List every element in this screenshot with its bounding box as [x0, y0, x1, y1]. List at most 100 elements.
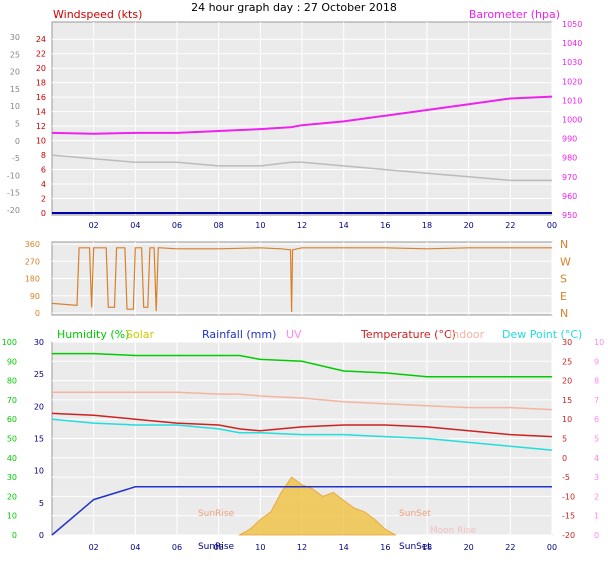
panel3-temp-tick: 30 [562, 338, 572, 347]
panel2-deg-tick: 180 [25, 275, 40, 284]
panel3-humidity-tick: 10 [7, 512, 17, 521]
panel3-temp-tick: 5 [562, 435, 567, 444]
panel2-deg-tick: 0 [35, 309, 40, 318]
panel3-uv-tick: 2 [594, 492, 599, 501]
panel1-x-tick: 08 [214, 221, 224, 230]
panel3-temp-tick: 10 [562, 415, 572, 424]
panel1-kts-tick: 4 [41, 180, 46, 189]
panel3-x-tick: 14 [339, 543, 349, 552]
panel3-uv-tick: 4 [594, 454, 599, 463]
panel1-x-tick: 04 [130, 221, 140, 230]
panel1-x-tick: 14 [339, 221, 349, 230]
panel3-x-tick: 10 [255, 543, 265, 552]
panel3-humidity-tick: 50 [7, 435, 17, 444]
panel3-uv-tick: 3 [594, 473, 599, 482]
panel3-annotation: SunSet [399, 509, 431, 519]
panel1-outer-tick: 0 [15, 137, 20, 146]
wind-direction-line [51, 247, 552, 313]
panel2-deg-tick: 90 [30, 292, 40, 301]
panel3-rain-tick: 0 [39, 531, 44, 540]
panel1-outer-tick: -20 [7, 206, 20, 215]
panel1-outer-tick: -15 [7, 189, 20, 198]
panel3-uv-tick: 0 [594, 531, 599, 540]
panel1-hpa-tick: 970 [562, 173, 577, 182]
panel1-x-tick: 00 [547, 221, 557, 230]
wind-speed-line [51, 154, 552, 182]
panel3-humidity-tick: 100 [2, 338, 17, 347]
panel1-outer-tick: 30 [10, 33, 20, 42]
panel3-x-tick: 18 [422, 543, 432, 552]
panel3-uv-tick: 1 [594, 512, 599, 521]
panel3-temp-tick: 15 [562, 396, 572, 405]
panel3-temp-tick: 25 [562, 357, 572, 366]
panel3-humidity-tick: 0 [12, 531, 17, 540]
panel1-hpa-tick: 1010 [562, 96, 582, 105]
panel3-temp-tick: 20 [562, 377, 572, 386]
panel1-outer-tick: -10 [7, 171, 20, 180]
panel3-legend-item: Rainfall (mm) [202, 328, 276, 341]
panel3-uv-tick: 5 [594, 435, 599, 444]
panel1-kts-tick: 18 [36, 79, 46, 88]
panel3-x-tick: 22 [505, 543, 515, 552]
panel3-rain-tick: 30 [34, 338, 44, 347]
panel1-outer-tick: 15 [10, 85, 20, 94]
panel1-outer-tick: -5 [12, 154, 20, 163]
humidity-line [52, 352, 552, 378]
panel3-humidity-tick: 30 [7, 473, 17, 482]
panel1-x-tick: 02 [89, 221, 99, 230]
panel3-rain-tick: 15 [34, 435, 44, 444]
temperature-line [51, 412, 553, 438]
panel2-deg-tick: 360 [25, 240, 40, 249]
panel3-annotation: SunRise [198, 509, 235, 519]
panel3-legend-item: Temperature (°C) [360, 328, 456, 341]
dew-point-line [51, 418, 553, 451]
panel3-x-tick: 04 [130, 543, 140, 552]
panel1-kts-tick: 14 [36, 108, 46, 117]
panel3-x-tick: 08 [214, 543, 224, 552]
chart-title: 24 hour graph day : 27 October 2018 [191, 1, 397, 14]
panel3-annotation: SunSet [399, 542, 431, 552]
panel3-uv-tick: 9 [594, 357, 599, 366]
panel1-kts-tick: 2 [41, 195, 46, 204]
panel3-temp-tick: 0 [562, 454, 567, 463]
panel1-hpa-tick: 1030 [562, 58, 582, 67]
panel3-humidity-tick: 70 [7, 396, 17, 405]
panel3-legend-item: UV [286, 328, 302, 341]
panel1-x-tick: 20 [464, 221, 474, 230]
panel3-temp-tick: -20 [562, 531, 575, 540]
panel3-uv-tick: 7 [594, 396, 599, 405]
panel3-uv-tick: 6 [594, 415, 599, 424]
panel3-humidity-tick: 20 [7, 492, 17, 501]
panel3-uv-tick: 10 [594, 338, 604, 347]
panel1-ylabel-left: Windspeed (kts) [53, 8, 142, 21]
panel3-humidity-tick: 80 [7, 377, 17, 386]
panel3-humidity-tick: 40 [7, 454, 17, 463]
panel3-annotation: SunRise [198, 542, 235, 552]
panel2-deg-tick: 270 [25, 257, 40, 266]
panel1-hpa-tick: 1050 [562, 20, 582, 29]
panel3-legend-item: Dew Point (°C) [502, 328, 582, 341]
rainfall-line [51, 486, 552, 536]
panel2-compass-tick: N [560, 238, 568, 251]
panel3-humidity-tick: 60 [7, 415, 17, 424]
panel1-ylabel-right: Barometer (hpa) [469, 8, 560, 21]
panel3-legend-item: Indoor [449, 328, 485, 341]
panel1-kts-tick: 12 [36, 122, 46, 131]
panel1-kts-tick: 24 [36, 35, 46, 44]
panel3-x-tick: 20 [464, 543, 474, 552]
panel1-hpa-tick: 1020 [562, 77, 582, 86]
panel1-hpa-tick: 950 [562, 211, 577, 220]
panel3-humidity-tick: 90 [7, 357, 17, 366]
panel3-x-tick: 12 [297, 543, 307, 552]
panel1-x-tick: 22 [505, 221, 515, 230]
panel1-kts-tick: 10 [36, 137, 46, 146]
panel1-hpa-tick: 1040 [562, 39, 582, 48]
panel1-x-tick: 06 [172, 221, 182, 230]
panel3-temp-tick: -10 [562, 492, 575, 501]
panel2-compass-tick: W [560, 255, 571, 268]
panel1-outer-tick: 5 [15, 120, 20, 129]
panel3-rain-tick: 25 [34, 370, 44, 379]
panel2-compass-tick: S [560, 273, 567, 286]
panel3-temp-tick: -15 [562, 512, 575, 521]
panel1-kts-tick: 6 [41, 166, 46, 175]
